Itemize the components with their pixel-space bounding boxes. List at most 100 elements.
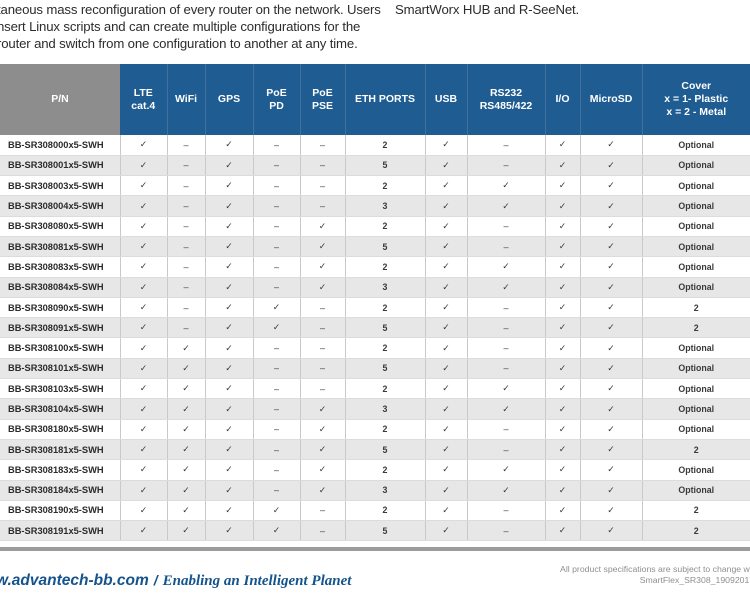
part-number-cell: BB-SR308081x5-SWH: [0, 236, 121, 258]
spec-cell-wifi: –: [167, 256, 206, 278]
table-row: BB-SR308003x5-SWH ✓ – ✓ – –2 ✓ ✓ ✓ ✓ Optional: [0, 175, 750, 197]
spec-cell-poe-pd: ✓: [253, 500, 301, 522]
spec-cell-rs232-rs485-422: ✓: [467, 195, 546, 217]
part-number-cell: BB-SR308191x5-SWH: [0, 520, 121, 542]
spec-cell-io: ✓: [545, 337, 581, 359]
spec-cell-microsd: ✓: [580, 317, 643, 339]
spec-cell-wifi: –: [167, 195, 206, 217]
spec-cell-microsd: ✓: [580, 155, 643, 177]
spec-cell-io: ✓: [545, 520, 581, 542]
part-number-cell: BB-SR308001x5-SWH: [0, 155, 121, 177]
spec-cell-lte-cat4: ✓: [120, 337, 168, 359]
spec-cell-poe-pse: ✓: [300, 459, 346, 481]
spec-cell-poe-pd: –: [253, 195, 301, 217]
table-row: BB-SR308084x5-SWH ✓ – ✓ – ✓ 3 ✓ ✓ ✓ ✓ Optional: [0, 277, 750, 298]
column-header-usb: USB: [424, 64, 467, 135]
spec-cell-microsd: ✓: [580, 236, 643, 258]
spec-cell-microsd: ✓: [580, 256, 643, 278]
table-row: BB-SR308090x5-SWH ✓ – ✓ ✓ –2 ✓ – ✓ ✓ 2: [0, 297, 750, 319]
spec-cell-eth-ports: 2: [345, 135, 426, 156]
part-number-cell: BB-SR308003x5-SWH: [0, 175, 121, 197]
spec-cell-lte-cat4: ✓: [120, 419, 168, 440]
spec-cell-io: ✓: [545, 419, 581, 440]
spec-cell-eth-ports: 3: [345, 398, 426, 420]
table-row: BB-SR308191x5-SWH ✓ ✓ ✓ ✓ –5 ✓ – ✓ ✓ 2: [0, 520, 750, 542]
spec-cell-microsd: ✓: [580, 480, 643, 501]
table-row: BB-SR308081x5-SWH ✓ – ✓ – ✓ 5 ✓ – ✓ ✓ Optional: [0, 236, 750, 258]
spec-cell-io: ✓: [545, 236, 581, 258]
spec-cell-usb: ✓: [425, 439, 468, 461]
spec-cell-eth-ports: 3: [345, 480, 426, 501]
spec-cell-lte-cat4: ✓: [120, 216, 168, 237]
spec-cell-microsd: ✓: [580, 398, 643, 420]
part-number-cell: BB-SR308083x5-SWH: [0, 256, 121, 278]
spec-cell-usb: ✓: [425, 155, 468, 177]
part-number-cell: BB-SR308104x5-SWH: [0, 398, 121, 420]
spec-cell-poe-pd: –: [253, 378, 301, 400]
spec-cell-cover: Optional: [642, 155, 750, 177]
spec-cell-lte-cat4: ✓: [120, 500, 168, 522]
spec-cell-microsd: ✓: [580, 135, 643, 156]
spec-cell-rs232-rs485-422: –: [467, 135, 546, 156]
part-number-cell: BB-SR308091x5-SWH: [0, 317, 121, 339]
spec-cell-eth-ports: 5: [345, 236, 426, 258]
spec-cell-lte-cat4: ✓: [120, 439, 168, 461]
spec-cell-lte-cat4: ✓: [120, 297, 168, 319]
part-number-cell: BB-SR308101x5-SWH: [0, 358, 121, 380]
spec-cell-gps: ✓: [205, 155, 254, 177]
spec-cell-eth-ports: 3: [345, 195, 426, 217]
spec-cell-rs232-rs485-422: –: [467, 419, 546, 440]
column-header-lte-cat4: LTE cat.4: [120, 64, 167, 135]
spec-cell-cover: Optional: [642, 277, 750, 298]
spec-cell-gps: ✓: [205, 175, 254, 197]
spec-cell-usb: ✓: [425, 317, 468, 339]
spec-cell-poe-pd: ✓: [253, 520, 301, 542]
table-row: BB-SR308180x5-SWH ✓ ✓ ✓ – ✓ 2 ✓ – ✓ ✓ Optional: [0, 419, 750, 440]
spec-cell-usb: ✓: [425, 297, 468, 319]
spec-cell-wifi: ✓: [167, 439, 206, 461]
spec-cell-rs232-rs485-422: –: [467, 236, 546, 258]
column-header-poe-pd: PoE PD: [252, 64, 300, 135]
footer-slash-separator: /: [153, 572, 158, 588]
table-row: BB-SR308190x5-SWH ✓ ✓ ✓ ✓ –2 ✓ – ✓ ✓ 2: [0, 500, 750, 522]
spec-cell-poe-pd: –: [253, 135, 301, 156]
part-number-cell: BB-SR308084x5-SWH: [0, 277, 121, 298]
spec-cell-poe-pse: ✓: [300, 216, 346, 237]
spec-cell-usb: ✓: [425, 398, 468, 420]
footer-branding: w.advantech-bb.com / Enabling an Intellige…: [0, 572, 351, 590]
spec-cell-wifi: –: [167, 297, 206, 319]
spec-cell-poe-pd: –: [253, 439, 301, 461]
part-number-cell: BB-SR308184x5-SWH: [0, 480, 121, 501]
intro-line-3: router and switch from one configuration…: [0, 36, 358, 51]
spec-cell-cover: Optional: [642, 378, 750, 400]
spec-cell-poe-pse: –: [300, 378, 346, 400]
spec-cell-wifi: ✓: [167, 419, 206, 440]
spec-cell-microsd: ✓: [580, 378, 643, 400]
spec-cell-poe-pse: ✓: [300, 439, 346, 461]
spec-cell-poe-pse: –: [300, 317, 346, 339]
spec-cell-cover: Optional: [642, 256, 750, 278]
spec-cell-lte-cat4: ✓: [120, 459, 168, 481]
footer-note-line-1: All product specifications are subject t…: [560, 564, 750, 574]
spec-cell-poe-pse: –: [300, 155, 346, 177]
spec-cell-usb: ✓: [425, 236, 468, 258]
spec-cell-usb: ✓: [425, 135, 468, 156]
spec-cell-eth-ports: 5: [345, 520, 426, 542]
spec-cell-rs232-rs485-422: ✓: [467, 459, 546, 481]
spec-cell-cover: Optional: [642, 358, 750, 380]
spec-cell-gps: ✓: [205, 297, 254, 319]
table-row: BB-SR308103x5-SWH ✓ ✓ ✓ – –2 ✓ ✓ ✓ ✓ Optional: [0, 378, 750, 400]
spec-cell-io: ✓: [545, 378, 581, 400]
spec-cell-rs232-rs485-422: ✓: [467, 175, 546, 197]
spec-cell-poe-pd: –: [253, 256, 301, 278]
spec-cell-microsd: ✓: [580, 500, 643, 522]
spec-cell-gps: ✓: [205, 317, 254, 339]
spec-cell-cover: Optional: [642, 216, 750, 237]
spec-cell-lte-cat4: ✓: [120, 135, 168, 156]
spec-cell-poe-pd: ✓: [253, 317, 301, 339]
spec-cell-gps: ✓: [205, 419, 254, 440]
spec-cell-poe-pse: –: [300, 195, 346, 217]
spec-cell-eth-ports: 3: [345, 277, 426, 298]
spec-cell-cover: 2: [642, 520, 750, 542]
